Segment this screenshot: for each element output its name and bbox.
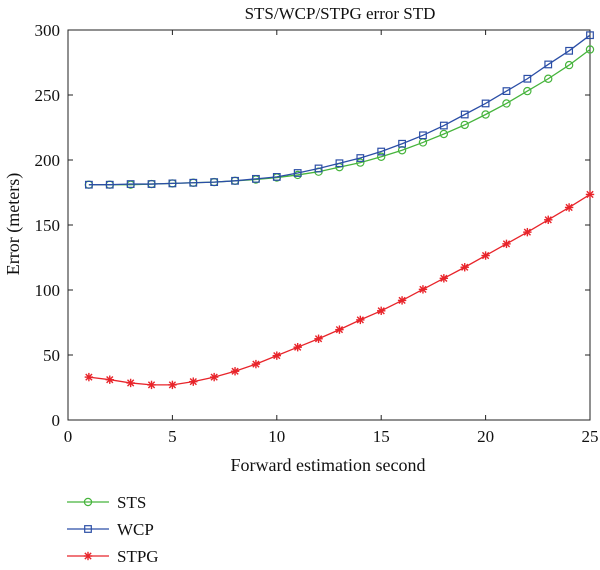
data-point-sts: [544, 74, 553, 83]
data-point-wcp: [105, 180, 114, 189]
x-tick-label: 20: [477, 427, 494, 446]
data-point-wcp: [419, 131, 427, 140]
data-point-stpg: [251, 359, 261, 369]
data-point-wcp: [565, 46, 574, 55]
data-point-stpg: [460, 263, 469, 272]
data-point-stpg: [147, 380, 156, 390]
legend-label-wcp: WCP: [117, 520, 154, 539]
data-point-stpg: [564, 203, 574, 212]
y-tick-label: 250: [35, 86, 61, 105]
data-point-stpg: [84, 372, 94, 382]
legend-item-sts: STS: [67, 493, 146, 512]
data-point-stpg: [209, 372, 219, 382]
data-point-wcp: [439, 121, 448, 130]
legend-item-stpg: STPG: [67, 547, 159, 566]
data-point-stpg: [502, 239, 511, 249]
y-tick-label: 0: [52, 411, 61, 430]
legend-marker-stpg: [83, 551, 93, 561]
data-point-stpg: [356, 315, 365, 325]
data-point-stpg: [314, 334, 323, 343]
data-point-stpg: [377, 306, 386, 315]
legend-marker-sts: [83, 497, 93, 507]
data-point-stpg: [126, 378, 135, 388]
data-point-wcp: [210, 178, 219, 187]
series-line-stpg: [88, 193, 591, 386]
data-point-stpg: [585, 190, 595, 199]
x-tick-label: 25: [582, 427, 599, 446]
data-point-wcp: [126, 180, 135, 188]
chart-title: STS/WCP/STPG error STD: [245, 4, 436, 23]
data-point-sts: [502, 99, 511, 108]
data-point-wcp: [586, 31, 594, 40]
data-point-sts: [356, 158, 365, 167]
x-tick-label: 10: [268, 427, 285, 446]
data-point-stpg: [272, 351, 281, 360]
data-point-sts: [377, 152, 386, 161]
y-axis-label: Error (meters): [3, 173, 24, 275]
data-point-wcp: [398, 139, 406, 148]
data-point-wcp: [252, 174, 260, 183]
y-tick-label: 150: [35, 216, 61, 235]
data-point-wcp: [189, 178, 198, 187]
data-point-stpg: [397, 296, 407, 305]
data-point-stpg: [523, 227, 532, 237]
data-point-stpg: [168, 380, 177, 390]
data-point-sts: [585, 45, 595, 54]
data-point-wcp: [314, 164, 323, 173]
data-point-wcp: [231, 176, 239, 185]
x-tick-label: 0: [64, 427, 73, 446]
data-point-sts: [460, 120, 469, 130]
data-point-wcp: [272, 173, 281, 181]
y-tick-label: 100: [35, 281, 61, 300]
data-point-stpg: [335, 325, 344, 334]
series-line-sts: [88, 48, 591, 186]
legend-label-sts: STS: [117, 493, 146, 512]
data-point-stpg: [481, 251, 490, 260]
data-point-wcp: [460, 110, 469, 119]
data-point-wcp: [377, 147, 386, 156]
legend-marker-wcp: [84, 525, 92, 533]
legend-item-wcp: WCP: [67, 520, 154, 539]
data-point-wcp: [356, 154, 365, 162]
data-point-wcp: [481, 99, 490, 108]
data-point-stpg: [230, 367, 240, 376]
x-tick-label: 5: [168, 427, 177, 446]
data-point-stpg: [418, 285, 428, 294]
series-line-wcp: [88, 34, 591, 186]
y-tick-label: 50: [43, 346, 60, 365]
data-point-sts: [564, 60, 574, 70]
legend: STS WCP STPG: [67, 493, 159, 566]
data-point-stpg: [544, 215, 553, 224]
data-point-wcp: [293, 169, 302, 177]
data-point-stpg: [293, 343, 302, 352]
data-point-wcp: [147, 180, 156, 188]
data-point-wcp: [544, 60, 553, 69]
data-point-wcp: [84, 180, 93, 189]
data-point-stpg: [439, 274, 449, 283]
data-point-wcp: [502, 87, 511, 96]
y-tick-label: 200: [35, 151, 61, 170]
data-point-wcp: [523, 74, 532, 83]
data-point-sts: [439, 129, 449, 139]
data-point-wcp: [335, 159, 344, 168]
data-point-sts: [481, 110, 490, 119]
x-tick-label: 15: [373, 427, 390, 446]
data-point-sts: [523, 86, 532, 96]
y-tick-label: 300: [35, 21, 61, 40]
data-point-wcp: [168, 179, 177, 188]
data-point-stpg: [189, 377, 198, 386]
series-layer: [84, 31, 595, 390]
series-stpg: [84, 190, 595, 390]
series-wcp: [84, 31, 594, 189]
data-point-stpg: [105, 375, 114, 384]
legend-label-stpg: STPG: [117, 547, 159, 566]
x-axis-label: Forward estimation second: [231, 455, 426, 475]
